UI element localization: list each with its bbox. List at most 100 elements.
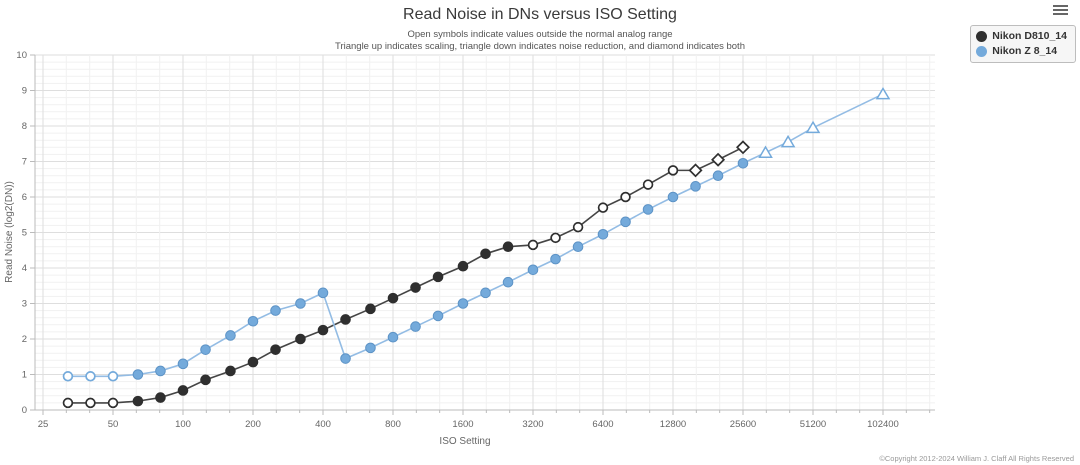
svg-text:6: 6 — [22, 192, 27, 203]
marker-open-triangle-up — [780, 134, 796, 148]
svg-text:2: 2 — [22, 334, 27, 345]
svg-text:12800: 12800 — [660, 419, 686, 430]
marker-open-circle — [107, 397, 119, 409]
svg-text:25: 25 — [38, 419, 49, 430]
data-series-layer — [62, 86, 891, 409]
marker-filled-circle — [270, 344, 281, 355]
marker-filled-circle — [270, 305, 281, 316]
svg-text:51200: 51200 — [800, 419, 826, 430]
marker-filled-circle — [132, 395, 144, 407]
svg-text:1: 1 — [22, 370, 27, 381]
marker-filled-circle — [620, 216, 631, 228]
marker-open-diamond — [688, 163, 703, 178]
svg-text:3: 3 — [22, 299, 27, 310]
svg-text:8: 8 — [22, 121, 27, 132]
legend-item-d810[interactable]: Nikon D810_14 — [976, 29, 1067, 44]
marker-filled-circle — [200, 374, 211, 386]
marker-filled-circle — [642, 204, 654, 215]
chart-title: Read Noise in DNs versus ISO Setting — [403, 6, 677, 23]
svg-text:7: 7 — [22, 157, 27, 168]
svg-text:50: 50 — [108, 419, 119, 430]
marker-filled-circle — [295, 298, 306, 309]
marker-open-triangle-up — [758, 145, 773, 158]
marker-filled-circle — [737, 157, 749, 169]
marker-filled-circle — [247, 315, 259, 327]
svg-text:200: 200 — [245, 419, 261, 430]
svg-text:1600: 1600 — [452, 419, 473, 430]
marker-filled-circle — [712, 170, 724, 181]
grid-layer — [35, 54, 935, 411]
marker-filled-circle — [155, 365, 166, 377]
marker-filled-circle — [365, 342, 376, 354]
marker-filled-circle — [132, 369, 144, 380]
marker-open-circle — [667, 165, 679, 176]
marker-filled-circle — [340, 353, 351, 364]
marker-filled-circle — [432, 310, 444, 322]
x-axis-title: ISO Setting — [439, 436, 490, 447]
svg-text:400: 400 — [315, 419, 331, 430]
marker-filled-circle — [480, 248, 491, 260]
marker-open-circle — [62, 371, 74, 382]
svg-text:5: 5 — [22, 228, 27, 239]
legend-item-z8[interactable]: Nikon Z 8_14 — [976, 44, 1067, 59]
marker-filled-circle — [502, 241, 514, 252]
marker-filled-circle — [317, 287, 329, 299]
marker-open-triangle-up — [875, 86, 891, 100]
legend-label-z8: Nikon Z 8_14 — [992, 45, 1058, 57]
svg-text:4: 4 — [22, 263, 27, 274]
marker-open-triangle-up — [805, 120, 821, 134]
hamburger-icon — [1053, 9, 1068, 11]
marker-open-circle — [527, 239, 539, 251]
svg-text:102400: 102400 — [867, 419, 899, 430]
marker-filled-circle — [410, 282, 421, 293]
svg-text:3200: 3200 — [522, 419, 543, 430]
marker-filled-circle — [340, 314, 351, 325]
marker-filled-circle — [200, 344, 211, 355]
marker-open-circle — [550, 232, 561, 244]
marker-filled-circle — [317, 324, 329, 336]
marker-filled-circle — [480, 287, 491, 299]
svg-text:800: 800 — [385, 419, 401, 430]
series-line-1 — [67, 93, 884, 378]
marker-filled-circle — [432, 271, 444, 283]
marker-open-circle — [642, 179, 654, 190]
chart-subtitle-line1: Open symbols indicate values outside the… — [407, 29, 673, 40]
marker-open-circle — [620, 191, 631, 203]
marker-filled-circle — [502, 276, 514, 288]
marker-open-circle — [572, 221, 584, 233]
chart-menu-button[interactable] — [1053, 5, 1068, 17]
marker-filled-circle — [597, 228, 609, 240]
marker-filled-circle — [527, 264, 539, 276]
svg-text:0: 0 — [22, 405, 27, 416]
marker-filled-circle — [550, 253, 561, 265]
series-swatch-z8 — [976, 46, 988, 57]
marker-filled-circle — [457, 260, 469, 272]
chart-subtitle-line2: Triangle up indicates scaling, triangle … — [335, 41, 745, 52]
marker-filled-circle — [690, 181, 701, 192]
marker-open-circle — [85, 397, 96, 409]
marker-filled-circle — [225, 330, 236, 341]
hamburger-icon — [1053, 5, 1068, 7]
marker-filled-circle — [247, 356, 259, 368]
series-swatch-d810 — [976, 31, 988, 42]
axis-layer: 25 50 100 200 400 800 1600 3200 6400 12800 25600 51… — [16, 50, 935, 430]
marker-filled-circle — [365, 303, 376, 315]
marker-open-circle — [597, 202, 609, 213]
hamburger-icon — [1053, 13, 1068, 15]
legend-label-d810: Nikon D810_14 — [992, 30, 1067, 42]
marker-open-circle — [85, 371, 96, 382]
marker-filled-circle — [177, 385, 189, 396]
svg-text:10: 10 — [16, 50, 27, 61]
legend: Nikon D810_14 Nikon Z 8_14 — [970, 25, 1076, 63]
svg-text:9: 9 — [22, 86, 27, 97]
marker-open-circle — [107, 371, 119, 382]
marker-filled-circle — [177, 358, 189, 370]
marker-open-circle — [62, 397, 74, 409]
marker-filled-circle — [295, 333, 306, 345]
marker-filled-circle — [155, 392, 166, 403]
svg-text:100: 100 — [175, 419, 191, 430]
marker-filled-circle — [572, 241, 584, 252]
marker-filled-circle — [225, 365, 236, 377]
marker-filled-circle — [387, 331, 399, 343]
